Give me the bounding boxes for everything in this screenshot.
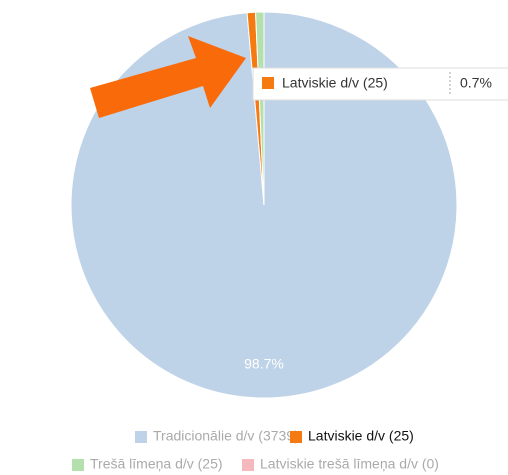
tooltip: Latviskie d/v (25) 0.7%	[252, 67, 508, 101]
tooltip-label: Latviskie d/v (25)	[282, 75, 388, 91]
tooltip-value: 0.7%	[460, 75, 492, 91]
tooltip-box	[252, 67, 508, 101]
legend-label: Trešā līmeņa d/v (25)	[90, 456, 223, 472]
pie: 98.7%	[70, 11, 458, 399]
legend-swatch	[72, 459, 84, 471]
pointer-arrow	[90, 36, 246, 118]
tooltip-swatch	[262, 77, 274, 89]
legend-swatch	[135, 431, 147, 443]
legend: Tradicionālie d/v (3739) Latviskie d/v (2…	[72, 428, 439, 472]
slice-label: 98.7%	[244, 356, 284, 372]
legend-label: Latviskie trešā līmeņa d/v (0)	[260, 456, 439, 472]
legend-swatch	[242, 459, 254, 471]
legend-label: Tradicionālie d/v (3739)	[153, 428, 299, 444]
legend-swatch	[290, 431, 302, 443]
legend-label: Latviskie d/v (25)	[308, 428, 414, 444]
